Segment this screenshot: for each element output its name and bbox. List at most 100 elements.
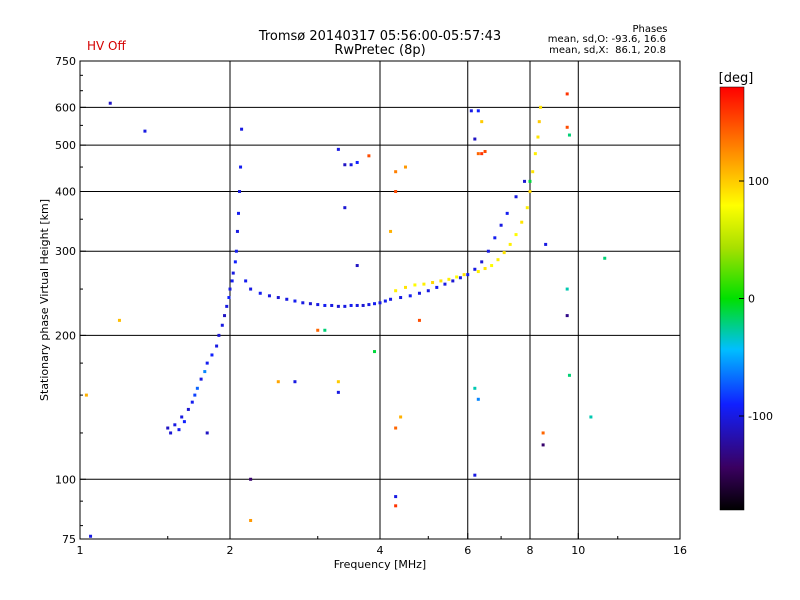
data-point <box>293 299 297 303</box>
colorbar-tick-label: 100 <box>748 175 769 188</box>
data-point <box>239 165 243 169</box>
data-point <box>182 420 186 424</box>
data-point <box>217 333 221 337</box>
data-point <box>399 415 403 419</box>
data-point <box>505 211 509 215</box>
data-point <box>323 328 327 332</box>
data-point <box>89 534 93 538</box>
data-point <box>502 251 506 255</box>
data-point <box>537 120 541 124</box>
x-tick-label: 2 <box>227 544 234 557</box>
data-point <box>476 397 480 401</box>
data-point <box>531 170 535 174</box>
data-point <box>394 189 398 193</box>
data-point <box>301 301 305 305</box>
data-point <box>389 229 393 233</box>
data-point <box>476 152 480 156</box>
data-point <box>567 133 571 137</box>
data-point <box>435 285 439 289</box>
data-point <box>373 302 377 306</box>
data-point <box>323 303 327 307</box>
data-point <box>205 431 209 435</box>
data-point <box>483 149 487 153</box>
data-point <box>240 127 244 131</box>
data-point <box>233 260 237 264</box>
data-point <box>439 279 443 283</box>
data-point <box>383 299 387 303</box>
data-point <box>455 275 459 279</box>
data-point <box>394 495 398 499</box>
data-point <box>199 377 203 381</box>
hv-status-label: HV Off <box>87 39 126 53</box>
data-point <box>394 170 398 174</box>
data-point <box>520 220 524 224</box>
data-point <box>234 249 238 253</box>
data-point <box>249 477 253 481</box>
data-point <box>355 160 359 164</box>
data-point <box>267 294 271 298</box>
data-point <box>173 423 177 427</box>
data-point <box>210 353 214 357</box>
grid <box>80 61 680 539</box>
data-point <box>565 287 569 291</box>
data-point <box>514 233 518 237</box>
data-point <box>225 304 229 308</box>
data-point <box>367 303 371 307</box>
y-tick-label: 750 <box>55 55 76 68</box>
data-point <box>499 223 503 227</box>
data-point <box>355 303 359 307</box>
colorbar-tick-label: -100 <box>748 410 773 423</box>
y-tick-label: 500 <box>55 139 76 152</box>
data-point <box>486 249 490 253</box>
data-point <box>403 285 407 289</box>
data-point <box>285 297 289 301</box>
data-point <box>417 291 421 295</box>
data-point <box>469 109 473 113</box>
data-point <box>308 302 312 306</box>
y-tick-label: 400 <box>55 185 76 198</box>
data-point <box>541 431 545 435</box>
data-point <box>483 267 487 271</box>
data-point <box>316 303 320 307</box>
data-point <box>223 314 227 318</box>
data-point <box>343 304 347 308</box>
data-point <box>276 380 280 384</box>
x-tick-label: 10 <box>571 544 585 557</box>
data-point <box>244 279 248 283</box>
data-points <box>84 92 607 538</box>
data-point <box>496 258 500 262</box>
data-point <box>227 296 231 300</box>
data-point <box>539 105 543 109</box>
x-tick-label: 16 <box>673 544 687 557</box>
data-point <box>480 120 484 124</box>
data-point <box>528 189 532 193</box>
data-point <box>355 264 359 268</box>
data-point <box>203 370 207 374</box>
data-point <box>508 242 512 246</box>
data-point <box>169 431 173 435</box>
data-point <box>431 281 435 285</box>
x-axis-label: Frequency [MHz] <box>334 558 426 571</box>
data-point <box>417 318 421 322</box>
x-tick-label: 6 <box>464 544 471 557</box>
data-point <box>413 283 417 287</box>
x-axis: 1 2 4 6 8 10 16 <box>77 533 687 557</box>
data-point <box>565 125 569 129</box>
data-point <box>466 273 470 277</box>
chart-title: Tromsø 20140317 05:56:00-05:57:43 <box>258 29 501 44</box>
data-point <box>231 271 235 275</box>
colorbar-unit-label: [deg] <box>719 71 754 86</box>
data-point <box>473 473 477 477</box>
data-point <box>533 152 537 156</box>
data-point <box>117 318 121 322</box>
data-point <box>249 287 253 291</box>
data-point <box>378 301 382 305</box>
data-point <box>544 242 548 246</box>
data-point <box>443 282 447 286</box>
data-point <box>422 282 426 286</box>
data-point <box>195 386 199 390</box>
data-point <box>236 211 240 215</box>
data-point <box>480 260 484 264</box>
y-tick-label: 300 <box>55 245 76 258</box>
